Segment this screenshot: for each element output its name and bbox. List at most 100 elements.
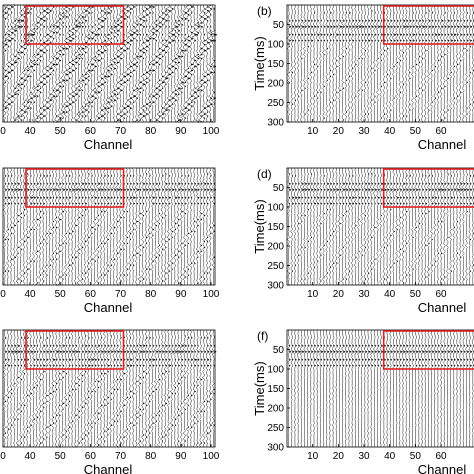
trace-fill <box>197 183 200 284</box>
seismic-trace <box>302 4 308 123</box>
seismic-trace <box>433 4 438 123</box>
y-tick-label: 300 <box>267 443 284 454</box>
seismic-trace <box>373 167 378 286</box>
trace-fill <box>409 345 412 367</box>
seismic-trace <box>430 329 435 448</box>
trace-fill <box>65 175 69 276</box>
seismic-trace <box>385 4 390 123</box>
trace-fill <box>139 345 143 448</box>
seismic-trace <box>63 167 69 286</box>
trace-fill <box>149 6 152 113</box>
seismic-trace <box>376 167 381 286</box>
seismic-trace <box>131 329 137 448</box>
trace-fill <box>68 175 72 266</box>
trace-fill <box>326 183 330 274</box>
trace-fill <box>23 183 27 274</box>
trace-fill <box>88 6 91 113</box>
seismic-trace <box>181 4 188 123</box>
seismic-trace <box>446 4 451 123</box>
seismic-trace <box>56 4 63 123</box>
seismic-trace <box>461 167 467 286</box>
plot-frame <box>2 4 216 123</box>
seismic-trace <box>293 167 298 286</box>
seismic-trace <box>60 329 66 448</box>
trace-fill <box>444 183 447 278</box>
seismic-trace <box>172 329 179 448</box>
trace-fill <box>307 345 310 367</box>
trace-fill <box>126 345 130 430</box>
seismic-trace <box>44 329 50 448</box>
trace-fill <box>307 20 311 111</box>
seismic-trace <box>347 4 352 123</box>
trace-fill <box>174 345 178 426</box>
y-tick-label: 200 <box>267 242 284 253</box>
trace-fill <box>456 183 460 254</box>
seismic-trace <box>99 329 105 448</box>
trace-fill <box>320 345 324 367</box>
trace-fill <box>399 20 402 93</box>
seismic-trace <box>322 329 327 448</box>
panel-letter: (b) <box>257 4 272 18</box>
seismic-trace <box>208 167 214 286</box>
trace-fill <box>30 8 34 109</box>
seismic-trace <box>462 329 466 448</box>
seismic-trace <box>461 4 467 123</box>
highlight-box <box>382 168 474 208</box>
trace-fill <box>178 20 181 121</box>
trace-fill <box>377 183 380 205</box>
y-tick-label: 50 <box>273 20 285 31</box>
trace-fill <box>441 20 444 121</box>
trace-fill <box>20 337 23 444</box>
panel-letter: (f) <box>257 329 268 343</box>
seismic-trace <box>67 329 72 448</box>
trace-fill <box>36 345 39 418</box>
trace-fill <box>291 20 295 105</box>
seismic-trace <box>348 329 352 448</box>
seismic-trace <box>28 329 34 448</box>
seismic-trace <box>319 167 323 286</box>
seismic-trace <box>160 329 166 448</box>
trace-fill <box>104 345 107 442</box>
seismic-trace <box>420 167 425 286</box>
seismic-trace <box>189 167 194 285</box>
trace-fill <box>72 345 75 422</box>
seismic-trace <box>405 329 409 448</box>
seismic-trace <box>192 329 198 448</box>
seismic-trace <box>446 329 451 448</box>
seismic-trace <box>420 330 426 448</box>
seismic-trace <box>54 167 60 286</box>
x-tick-label: 60 <box>435 126 447 137</box>
seismic-trace <box>386 329 390 448</box>
seismic-trace <box>169 167 175 286</box>
trace-fill <box>62 183 66 280</box>
trace-fill <box>371 345 374 367</box>
trace-fill <box>453 12 457 99</box>
seismic-trace <box>344 4 349 123</box>
seismic-trace <box>337 4 343 123</box>
trace-fill <box>342 345 346 367</box>
seismic-trace <box>162 4 169 123</box>
trace-fill <box>168 345 171 430</box>
seismic-trace <box>449 167 454 286</box>
trace-fill <box>75 345 79 448</box>
seismic-trace <box>401 330 407 448</box>
trace-fill <box>361 20 365 123</box>
trace-fill <box>342 20 345 121</box>
trace-fill <box>62 12 65 119</box>
trace-fill <box>428 345 431 361</box>
seismic-trace <box>140 167 146 286</box>
seismic-trace <box>418 329 422 448</box>
seismic-trace <box>417 167 422 286</box>
trace-fill <box>158 345 162 448</box>
seismic-trace <box>73 167 79 286</box>
seismic-trace <box>468 329 473 448</box>
seismic-trace <box>313 330 317 448</box>
trace-fill <box>444 345 447 367</box>
trace-fill <box>142 183 146 280</box>
y-tick-label: 250 <box>267 261 284 272</box>
x-tick-label: 40 <box>384 126 396 137</box>
trace-fill <box>107 345 110 436</box>
x-axis-label: Channel <box>84 462 133 474</box>
trace-fill <box>142 345 146 436</box>
seismic-trace <box>452 329 457 448</box>
